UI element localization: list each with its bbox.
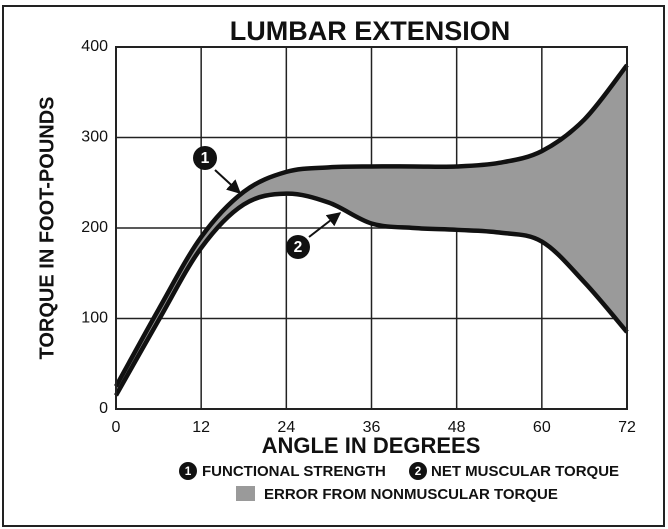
marker-number: 2 bbox=[415, 465, 422, 478]
y-tick-label: 0 bbox=[99, 400, 108, 417]
series-line bbox=[114, 63, 629, 388]
marker-badge bbox=[179, 462, 197, 480]
y-tick-label: 400 bbox=[81, 38, 108, 55]
annotation-arrow bbox=[308, 212, 342, 238]
marker-badge bbox=[193, 146, 217, 170]
frame bbox=[2, 5, 665, 527]
legend-label: FUNCTIONAL STRENGTH bbox=[202, 463, 386, 480]
marker-badge bbox=[409, 462, 427, 480]
series-line bbox=[114, 191, 629, 397]
y-tick-label: 100 bbox=[81, 310, 108, 327]
marker-number: 2 bbox=[294, 239, 303, 256]
x-tick-label: 36 bbox=[363, 419, 381, 436]
x-tick-label: 60 bbox=[533, 419, 551, 436]
x-tick-label: 0 bbox=[112, 419, 121, 436]
legend-label: NET MUSCULAR TORQUE bbox=[431, 463, 619, 480]
x-tick-label: 48 bbox=[448, 419, 466, 436]
marker-number: 1 bbox=[185, 465, 192, 478]
x-tick-label: 72 bbox=[618, 419, 636, 436]
x-axis-label: ANGLE IN DEGREES bbox=[262, 433, 481, 458]
legend-label: ERROR FROM NONMUSCULAR TORQUE bbox=[264, 486, 558, 503]
y-axis-label: TORQUE IN FOOT-POUNDS bbox=[36, 97, 58, 360]
legend-swatch bbox=[236, 486, 255, 501]
x-tick-label: 12 bbox=[192, 419, 210, 436]
x-tick-label: 24 bbox=[277, 419, 295, 436]
marker-number: 1 bbox=[201, 150, 210, 167]
annotation-arrow bbox=[214, 169, 242, 194]
marker-badge bbox=[286, 235, 310, 259]
error-area bbox=[116, 65, 627, 396]
plot-border bbox=[115, 46, 628, 410]
chart-title: LUMBAR EXTENSION bbox=[230, 16, 511, 46]
y-tick-label: 300 bbox=[81, 129, 108, 146]
y-tick-label: 200 bbox=[81, 219, 108, 236]
